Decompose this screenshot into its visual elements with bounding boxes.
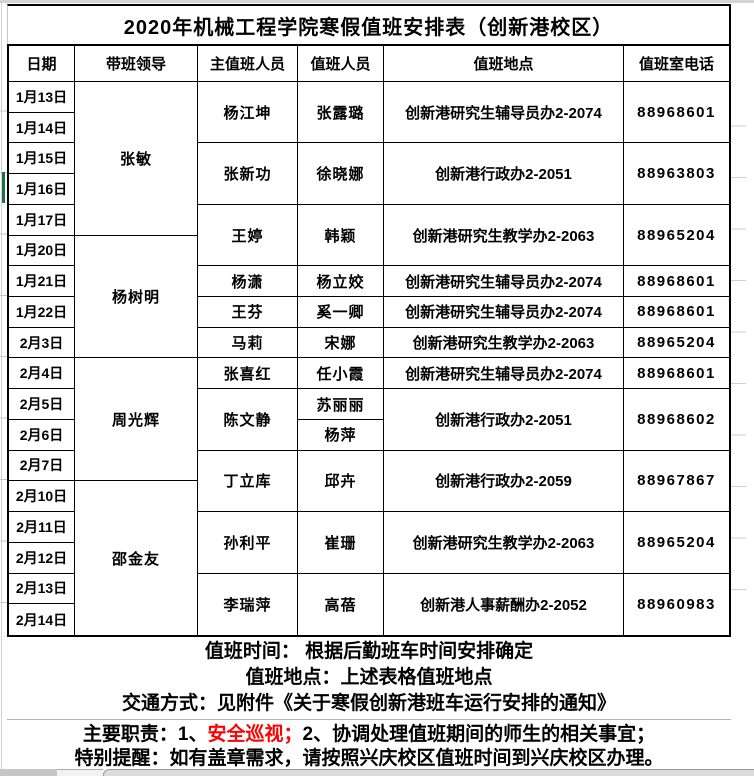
duty-cell[interactable]: 苏丽丽	[298, 389, 384, 420]
header-cell-location[interactable]: 值班地点	[384, 46, 624, 82]
phone-cell[interactable]: 88965204	[624, 328, 729, 359]
duty-roster-sheet: 2020年机械工程学院寒假值班安排表（创新港校区） 日期 带班领导 主值班人员 …	[7, 4, 731, 773]
note-duty-time: 值班时间： 根据后勤班车时间安排确定	[204, 640, 534, 662]
phone-cell[interactable]: 88965204	[624, 205, 729, 267]
duty-cell[interactable]: 任小霞	[298, 358, 384, 390]
date-cell[interactable]: 1月22日	[9, 297, 75, 328]
notes-block: 值班时间： 根据后勤班车时间安排确定 值班地点：上述表格值班地点 交通方式：见附…	[7, 637, 731, 719]
location-cell[interactable]: 创新港研究生辅导员办2-2074	[384, 297, 624, 328]
phone-cell[interactable]: 88968601	[624, 266, 729, 298]
footer-reminder-line: 特别提醒：如有盖章需求，请按照兴庆校区值班时间到兴庆校区办理。	[74, 747, 664, 769]
phone-cell[interactable]: 88968601	[624, 297, 729, 328]
main-duty-cell[interactable]: 张新功	[198, 143, 298, 205]
sheet-tab-stub[interactable]	[57, 769, 103, 776]
duty-cell[interactable]: 邱卉	[298, 450, 384, 513]
date-cell[interactable]: 1月20日	[9, 235, 75, 267]
bottom-chrome-corner	[0, 769, 57, 776]
duty-cell[interactable]: 杨萍	[298, 419, 384, 451]
date-cell-selected[interactable]: 1月16日	[9, 174, 75, 205]
date-cell[interactable]: 1月14日	[9, 112, 75, 144]
duty-cell[interactable]: 宋娜	[298, 327, 384, 359]
scrollbar-track-stub[interactable]	[103, 769, 754, 776]
date-cell[interactable]: 1月13日	[9, 82, 75, 113]
date-cell[interactable]: 2月11日	[9, 512, 75, 543]
leader-cell[interactable]: 杨树明	[75, 235, 198, 359]
header-cell-main-duty[interactable]: 主值班人员	[198, 46, 298, 82]
header-cell-date[interactable]: 日期	[9, 46, 75, 82]
duty-cell[interactable]: 张露璐	[298, 82, 384, 144]
footer-block: 主要职责：1、安全巡视；2、协调处理值班期间的师生的相关事宜； 特别提醒：如有盖…	[7, 718, 731, 773]
leader-cell[interactable]: 张敏	[75, 82, 198, 236]
phone-cell[interactable]: 88967867	[624, 451, 729, 513]
note-duty-place: 值班地点：上述表格值班地点	[245, 666, 493, 688]
main-duty-cell[interactable]: 孙利平	[198, 512, 298, 574]
sheet-gridline-stubs-left	[0, 50, 7, 633]
date-cell[interactable]: 2月13日	[9, 573, 75, 605]
duty-table: 日期 带班领导 主值班人员 值班人员 值班地点 值班室电话 1月13日 1月14…	[7, 44, 731, 637]
duties-prefix: 主要职责：1、	[82, 723, 208, 745]
phone-cell[interactable]: 88968601	[624, 358, 729, 390]
selected-cell-indicator	[2, 172, 5, 203]
main-duty-cell[interactable]: 杨江坤	[198, 82, 298, 144]
window-bottom-chrome	[0, 769, 754, 776]
location-cell[interactable]: 创新港行政办2-2051	[384, 389, 624, 451]
location-cell[interactable]: 创新港行政办2-2051	[384, 143, 624, 205]
date-cell[interactable]: 1月15日	[9, 143, 75, 175]
duty-cell[interactable]: 奚一卿	[298, 297, 384, 328]
note-transport: 交通方式：见附件《关于寒假创新港班车运行安排的通知》	[121, 692, 616, 714]
location-cell[interactable]: 创新港人事薪酬办2-2052	[384, 573, 624, 635]
leader-cell[interactable]: 邵金友	[75, 481, 198, 635]
date-cell[interactable]: 2月5日	[9, 389, 75, 420]
location-cell[interactable]: 创新港研究生教学办2-2063	[384, 204, 624, 267]
main-duty-cell[interactable]: 王芬	[198, 297, 298, 328]
main-duty-cell[interactable]: 丁立库	[198, 450, 298, 513]
phone-cell[interactable]: 88963803	[624, 143, 729, 205]
date-cell[interactable]: 2月10日	[9, 481, 75, 513]
duty-cell[interactable]: 韩颖	[298, 204, 384, 267]
header-cell-phone[interactable]: 值班室电话	[624, 46, 729, 82]
location-cell[interactable]: 创新港研究生辅导员办2-2074	[384, 266, 624, 298]
header-cell-duty[interactable]: 值班人员	[298, 46, 384, 82]
phone-cell[interactable]: 88965204	[624, 512, 729, 574]
date-cell[interactable]: 2月12日	[9, 542, 75, 574]
main-duty-cell[interactable]: 王婷	[198, 204, 298, 267]
duties-suffix: 2、协调处理值班期间的师生的相关事宜；	[302, 723, 656, 745]
main-duty-cell[interactable]: 张喜红	[198, 358, 298, 390]
phone-cell[interactable]: 88960983	[637, 595, 716, 613]
duty-cell[interactable]: 崔珊	[298, 512, 384, 574]
location-cell[interactable]: 创新港研究生教学办2-2063	[384, 327, 624, 359]
footer-duties-line: 主要职责：1、安全巡视；2、协调处理值班期间的师生的相关事宜；	[7, 723, 731, 747]
duty-cell[interactable]: 徐晓娜	[298, 143, 384, 205]
location-cell[interactable]: 创新港研究生辅导员办2-2074	[384, 358, 624, 390]
leader-cell[interactable]: 周光辉	[75, 358, 198, 482]
date-cell[interactable]: 2月3日	[9, 327, 75, 359]
main-duty-cell[interactable]: 陈文静	[198, 389, 298, 451]
date-cell[interactable]: 2月4日	[9, 358, 75, 390]
main-duty-cell[interactable]: 马莉	[198, 327, 298, 359]
date-cell[interactable]: 2月6日	[9, 419, 75, 451]
date-cell[interactable]: 2月14日	[9, 604, 75, 635]
phone-cell[interactable]: 88968601	[624, 82, 729, 144]
duties-highlight: 安全巡视；	[207, 723, 303, 745]
page-title[interactable]: 2020年机械工程学院寒假值班安排表（创新港校区）	[7, 4, 731, 44]
phone-cell[interactable]: 88968602	[624, 389, 729, 451]
location-cell[interactable]: 创新港研究生教学办2-2063	[384, 512, 624, 574]
main-duty-cell[interactable]: 杨潇	[198, 266, 298, 298]
date-cell[interactable]: 1月21日	[9, 266, 75, 298]
date-cell[interactable]: 1月17日	[9, 204, 75, 236]
main-duty-cell[interactable]: 李瑞萍	[198, 573, 298, 635]
window-top-edge	[0, 0, 754, 3]
date-cell[interactable]: 2月7日	[9, 450, 75, 482]
header-cell-leader[interactable]: 带班领导	[75, 46, 198, 82]
duty-cell[interactable]: 杨立姣	[298, 266, 384, 298]
location-cell[interactable]: 创新港行政办2-2059	[384, 450, 624, 513]
location-cell[interactable]: 创新港研究生辅导员办2-2074	[384, 82, 624, 144]
duty-cell[interactable]: 高蓓	[298, 573, 384, 635]
sheet-gridline-stubs-right	[731, 75, 746, 637]
